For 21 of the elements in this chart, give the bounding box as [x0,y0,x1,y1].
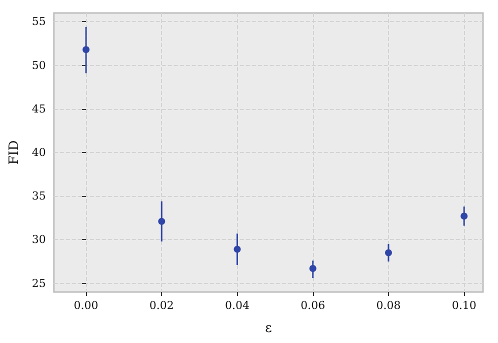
y-tick-label: 40 [32,146,46,159]
y-tick-label: 55 [32,15,46,28]
point [460,212,468,220]
point [82,46,90,54]
y-axis-title: FID [7,140,22,165]
point [234,246,241,253]
x-tick-label: 0.04 [225,299,250,312]
y-tick-label: 30 [32,233,46,246]
x-tick-label: 0.10 [452,299,476,312]
y-tick-label: 25 [32,276,46,290]
y-tick-label: 50 [32,58,46,72]
x-tick-label: 0.08 [376,299,401,312]
point [158,218,166,225]
y-tick-label: 45 [32,102,46,116]
x-tick-label: 0.00 [74,299,98,312]
point [309,264,316,272]
y-tick-label: 35 [32,190,46,203]
x-tick-label: 0.02 [149,299,174,312]
point [384,249,392,256]
x-axis-title: ε [265,321,272,336]
x-tick-label: 0.06 [300,299,326,312]
